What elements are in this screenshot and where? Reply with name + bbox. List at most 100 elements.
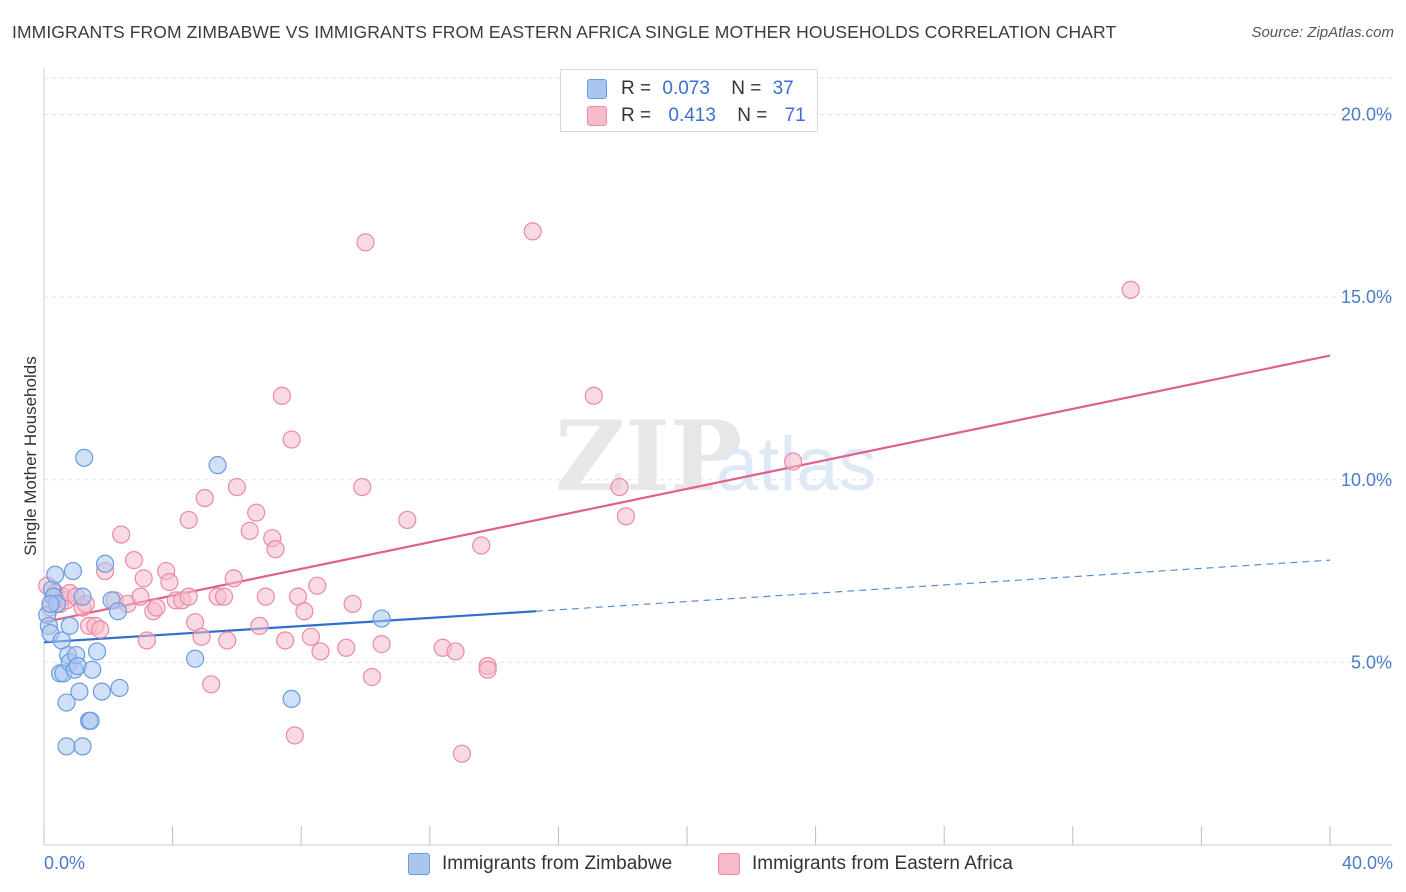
grid-lines	[44, 77, 1392, 663]
eastern-africa-point	[124, 551, 144, 570]
y-tick-label: 15.0%	[1341, 287, 1392, 307]
eastern-africa-point	[282, 430, 301, 449]
bottom-legend-label-zimbabwe: Immigrants from Zimbabwe	[442, 853, 673, 874]
eastern-africa-point	[446, 642, 465, 661]
eastern-africa-point	[610, 477, 629, 497]
eastern-africa-point	[452, 744, 472, 763]
eastern-africa-point	[308, 576, 327, 595]
zimbabwe-point	[57, 737, 76, 756]
zimbabwe-point	[108, 602, 128, 621]
watermark-zip: ZIP	[555, 400, 742, 513]
bottom-legend-swatch-eastern-africa	[718, 853, 740, 875]
zimbabwe-point	[46, 565, 65, 584]
chart-title: IMMIGRANTS FROM ZIMBABWE VS IMMIGRANTS F…	[12, 22, 1117, 42]
eastern-africa-point	[276, 631, 295, 650]
eastern-africa-point	[214, 587, 234, 606]
eastern-africa-point	[134, 569, 153, 588]
eastern-africa-point	[202, 675, 221, 694]
eastern-africa-point	[250, 616, 269, 635]
eastern-africa-point	[179, 510, 198, 530]
eastern-africa-point	[285, 726, 304, 745]
zimbabwe-point	[75, 448, 94, 467]
eastern-africa-point	[353, 477, 372, 497]
eastern-africa-point	[311, 642, 330, 661]
zimbabwe-point	[282, 689, 301, 709]
eastern-africa-point	[218, 631, 237, 650]
zimbabwe-point	[41, 594, 60, 614]
legend-n-label: N =	[737, 105, 768, 126]
bottom-legend-swatch-zimbabwe	[408, 853, 430, 875]
legend-swatch-eastern-africa	[587, 106, 607, 126]
eastern-africa-point	[362, 667, 382, 687]
zimbabwe-point	[73, 737, 92, 756]
eastern-africa-point	[247, 503, 266, 522]
zimbabwe-point	[87, 642, 107, 661]
zimbabwe-point	[372, 609, 391, 628]
eastern-africa-point	[112, 525, 131, 544]
x-tick-label: 40.0%	[1342, 853, 1393, 873]
eastern-africa-point	[584, 386, 603, 405]
zimbabwe-point	[186, 649, 205, 668]
eastern-africa-point	[272, 386, 292, 405]
axes	[43, 68, 1392, 846]
bottom-legend-label-eastern-africa: Immigrants from Eastern Africa	[752, 853, 1013, 874]
legend-r-value-zimbabwe: 0.073	[662, 78, 710, 99]
eastern-africa-point	[160, 572, 179, 592]
y-tick-label: 10.0%	[1341, 470, 1392, 490]
data-points	[38, 222, 1140, 763]
eastern-africa-point	[343, 594, 362, 614]
watermark: ZIP atlas	[555, 400, 877, 513]
zimbabwe-point	[92, 682, 111, 701]
zimbabwe-trend-line	[43, 610, 536, 644]
zimbabwe-point	[57, 693, 76, 712]
eastern-africa-point	[256, 587, 275, 606]
x-tick-label: 0.0%	[44, 853, 85, 873]
y-axis-label: Single Mother Households	[21, 356, 40, 555]
legend-r-value-eastern-africa: 0.413	[668, 105, 716, 126]
y-tick-label: 20.0%	[1341, 105, 1392, 125]
legend-n-value-eastern-africa: 71	[784, 105, 806, 126]
legend-n-label: N =	[731, 78, 762, 99]
eastern-africa-point	[195, 488, 214, 508]
eastern-africa-point	[337, 638, 356, 657]
source-label: Source: ZipAtlas.com	[1251, 24, 1394, 41]
legend-swatch-zimbabwe	[587, 79, 607, 99]
stats-legend: R = 0.073 N = 37 R = 0.413 N = 71	[560, 69, 818, 132]
eastern-africa-point	[356, 233, 375, 252]
zimbabwe-point	[95, 554, 115, 573]
legend-r-label: R =	[621, 105, 652, 126]
eastern-africa-point	[224, 569, 243, 588]
eastern-africa-point	[616, 507, 636, 526]
eastern-africa-point	[1121, 280, 1140, 299]
eastern-africa-point	[266, 540, 285, 559]
eastern-africa-point	[227, 477, 246, 497]
eastern-africa-point	[301, 627, 320, 646]
eastern-africa-point	[472, 536, 491, 555]
eastern-africa-point	[137, 631, 156, 650]
eastern-africa-point	[147, 598, 166, 617]
zimbabwe-point	[70, 682, 89, 701]
tick-labels: 5.0% 10.0% 15.0% 20.0% 0.0% 40.0%	[44, 105, 1393, 873]
eastern-africa-point	[372, 635, 391, 654]
eastern-africa-point	[478, 660, 497, 679]
legend-r-label: R =	[621, 78, 652, 99]
eastern-africa-trend-line	[43, 354, 1331, 624]
eastern-africa-point	[783, 452, 803, 471]
zimbabwe-point	[81, 711, 100, 730]
zimbabwe-trend-extension	[535, 559, 1331, 612]
zimbabwe-point	[63, 561, 83, 581]
eastern-africa-point	[295, 602, 314, 621]
eastern-africa-point	[179, 587, 198, 606]
eastern-africa-point	[91, 620, 110, 639]
zimbabwe-point	[208, 456, 227, 475]
eastern-africa-point	[192, 627, 211, 646]
trend-lines	[43, 354, 1331, 644]
eastern-africa-point	[240, 521, 259, 540]
zimbabwe-point	[110, 678, 129, 698]
eastern-africa-point	[131, 587, 150, 606]
y-tick-label: 5.0%	[1351, 652, 1392, 672]
zimbabwe-point	[60, 616, 79, 635]
legend-n-value-zimbabwe: 37	[772, 78, 794, 99]
eastern-africa-point	[398, 510, 417, 530]
zimbabwe-point	[83, 660, 102, 679]
